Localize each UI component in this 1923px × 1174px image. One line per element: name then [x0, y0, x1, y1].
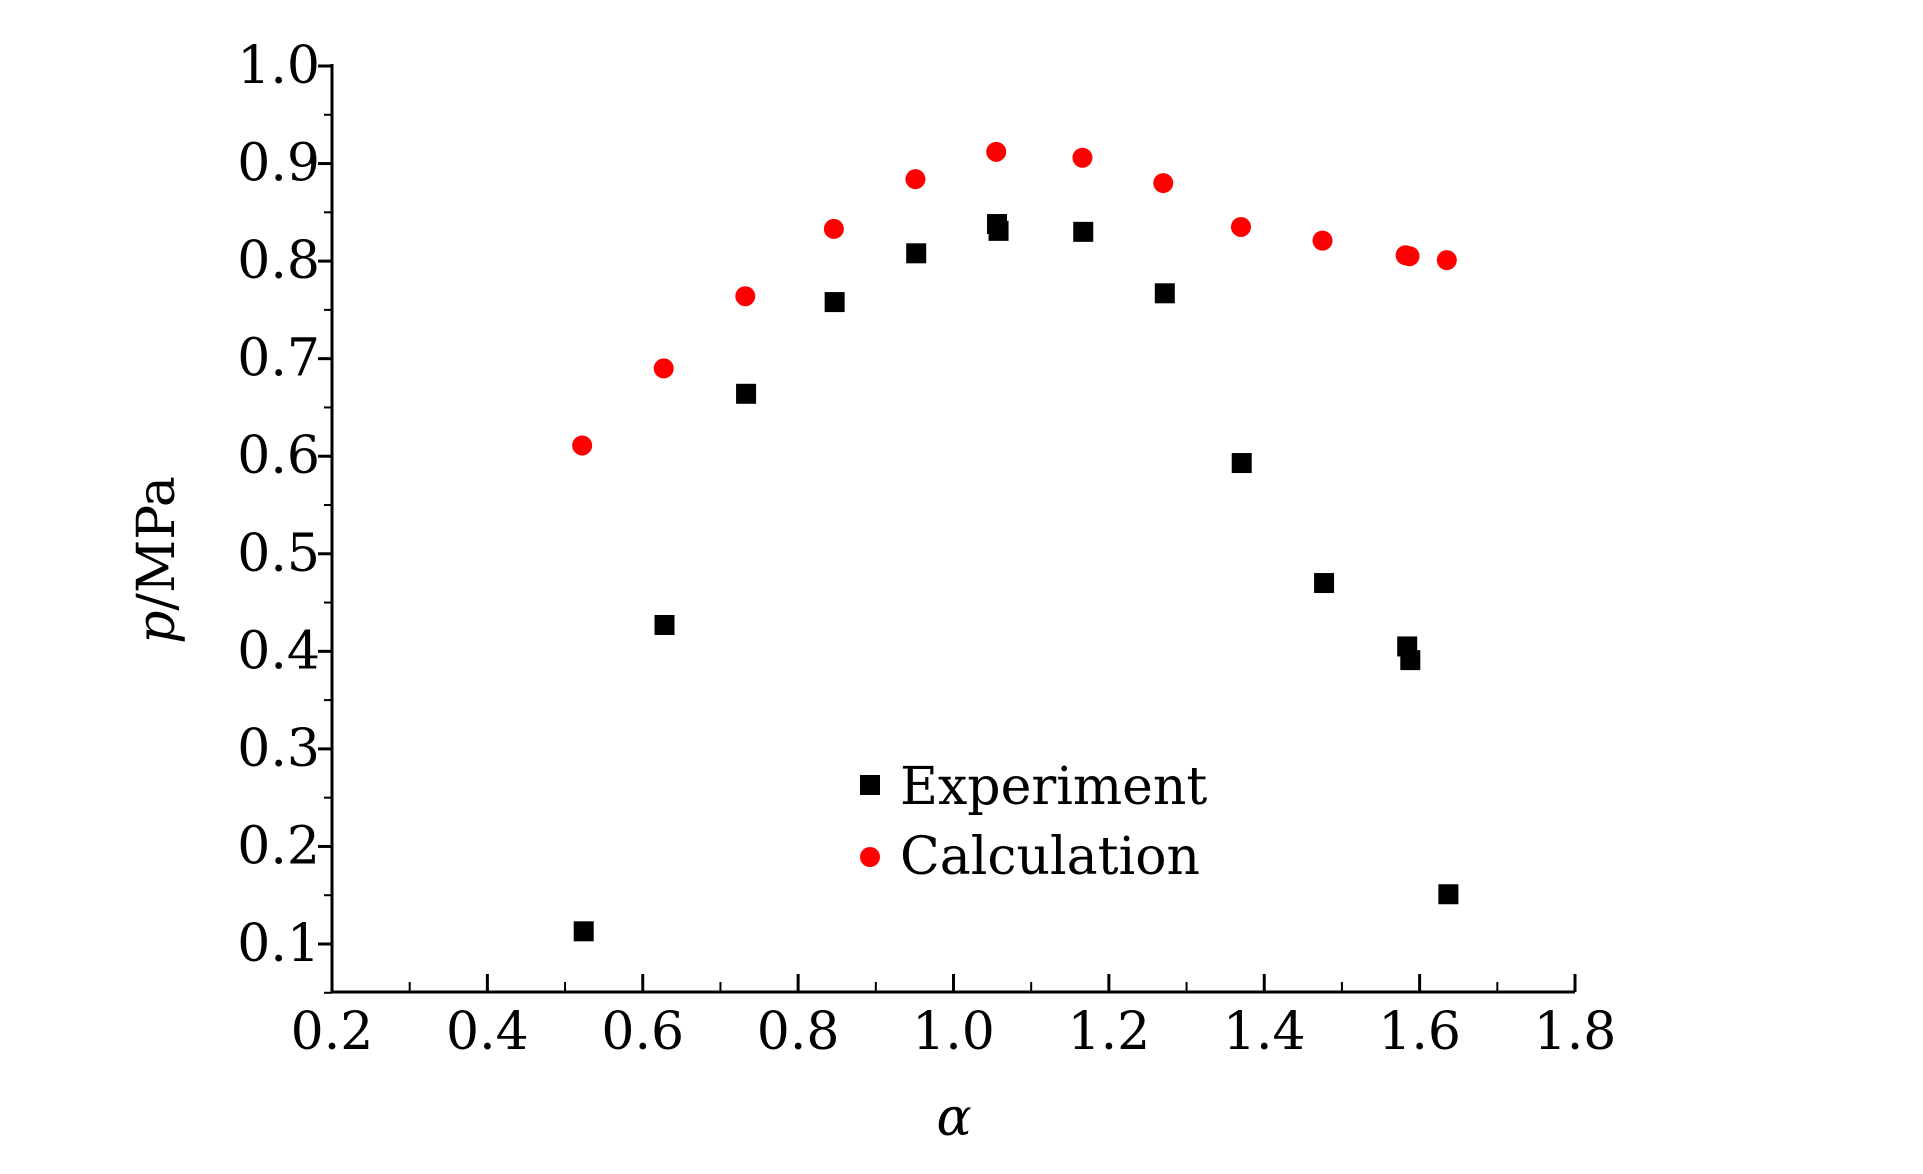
- y-axis-title-variable: p: [127, 611, 187, 644]
- x-tick-label: 1.8: [1534, 1002, 1617, 1062]
- experiment-point: [1073, 221, 1094, 242]
- calculation-point: [823, 218, 844, 239]
- y-axis-title: p/MPa: [127, 476, 187, 644]
- y-tick-label: 0.9: [237, 134, 320, 194]
- calculation-point: [735, 286, 756, 307]
- x-axis-title: α: [936, 1088, 971, 1148]
- calculation-point: [1312, 230, 1333, 251]
- legend-label-calculation: Calculation: [900, 827, 1200, 887]
- x-tick-label: 1.4: [1223, 1002, 1306, 1062]
- calculation-point: [1153, 173, 1174, 194]
- y-tick-label: 0.4: [237, 621, 320, 681]
- experiment-point: [573, 921, 594, 942]
- calculation-point: [572, 435, 593, 456]
- experiment-point: [906, 243, 927, 264]
- y-tick-label: 0.3: [237, 719, 320, 779]
- calculation-point: [905, 169, 926, 190]
- y-tick-label: 1.0: [237, 36, 320, 96]
- x-tick-label: 0.6: [601, 1002, 684, 1062]
- experiment-point: [1154, 283, 1175, 304]
- experiment-point: [1314, 573, 1335, 594]
- legend-marker-experiment: [860, 775, 880, 795]
- y-tick-label: 0.6: [237, 426, 320, 486]
- experiment-point: [988, 220, 1009, 241]
- calculation-point: [1436, 250, 1457, 271]
- calculation-point: [1399, 246, 1420, 267]
- y-tick-label: 0.2: [237, 816, 320, 876]
- ticks: 0.1 0.2 0.3 0.4 0.5 0.6 0.7 0.8 0.9 1.0 0.2 0.4 0.6 0…: [237, 36, 1616, 1062]
- x-tick-label: 0.2: [291, 1002, 374, 1062]
- x-tick-label: 1.2: [1068, 1002, 1151, 1062]
- data-points: [572, 141, 1459, 942]
- calculation-point: [1230, 216, 1251, 237]
- y-axis-title-unit: /MPa: [127, 476, 187, 610]
- experiment-point: [1438, 884, 1459, 905]
- experiment-point: [824, 292, 845, 313]
- x-tick-label: 0.8: [757, 1002, 840, 1062]
- y-tick-label: 0.8: [237, 231, 320, 291]
- experiment-point: [654, 614, 675, 635]
- calculation-point: [1072, 147, 1093, 168]
- x-tick-label: 1.0: [912, 1002, 995, 1062]
- calculation-point: [986, 141, 1007, 162]
- legend-label-experiment: Experiment: [900, 757, 1207, 817]
- x-tick-label: 0.4: [446, 1002, 529, 1062]
- y-tick-label: 0.5: [237, 524, 320, 584]
- y-tick-label: 0.1: [237, 914, 320, 974]
- x-tick-label: 1.6: [1378, 1002, 1461, 1062]
- legend: Experiment Calculation: [860, 757, 1207, 887]
- experiment-point: [1231, 453, 1252, 474]
- experiment-point: [1400, 650, 1421, 671]
- calculation-point: [653, 358, 674, 379]
- experiment-point: [736, 383, 757, 404]
- legend-marker-calculation: [860, 847, 880, 867]
- y-tick-label: 0.7: [237, 329, 320, 389]
